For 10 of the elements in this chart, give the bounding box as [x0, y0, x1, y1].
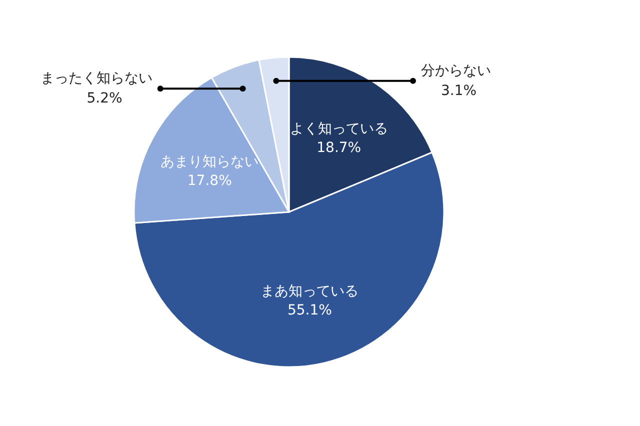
data-label: 18.7%	[316, 140, 362, 156]
data-label: 17.8%	[187, 172, 232, 189]
data-label: 5.2%	[86, 90, 122, 107]
slice-label: よく知っている	[290, 121, 388, 138]
data-label: 3.1%	[441, 82, 477, 99]
slice-label: あまり知らない	[160, 154, 259, 170]
data-label: 55.1%	[287, 302, 332, 318]
slice-label: 分からない	[421, 62, 491, 79]
slice-label: まったく知らない	[40, 70, 152, 87]
slice-label: まあ知っている	[260, 283, 359, 300]
